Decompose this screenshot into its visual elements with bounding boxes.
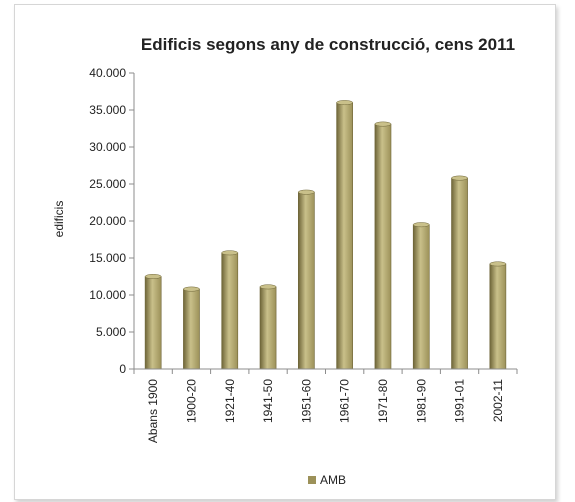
bar: [412, 224, 430, 370]
bar-top: [336, 100, 353, 106]
x-tick-label: 1900-20: [184, 379, 198, 423]
y-axis-ticks: 0 5.000 10.000 15.000 20.000 25.000 30.000 35.0…: [89, 66, 134, 376]
bar-top: [144, 274, 162, 279]
y-tick-label: 40.000: [89, 66, 126, 80]
x-tick-label: 1981-90: [414, 379, 428, 423]
y-tick-label: 30.000: [89, 140, 126, 154]
x-tick-label: 1991-01: [453, 379, 467, 423]
bar: [336, 102, 353, 370]
x-tick-label: 1951-60: [299, 379, 313, 423]
x-axis-ticks: Abans 1900 1900-20 1921-40 1941-50 1951-60 19…: [133, 369, 518, 443]
bar: [144, 276, 162, 370]
bar-top: [221, 250, 239, 256]
x-tick-label: 1971-80: [376, 379, 390, 423]
legend: AMB: [308, 473, 346, 487]
y-tick-label: 0: [119, 362, 126, 376]
bar: [374, 123, 392, 370]
bars: [144, 100, 507, 370]
bar: [183, 288, 200, 370]
y-tick-label: 15.000: [89, 251, 126, 265]
bar-chart: Edificis segons any de construcció, cens…: [52, 35, 518, 487]
bar-top: [183, 286, 200, 292]
bar-top: [259, 284, 277, 290]
x-tick-label: Abans 1900: [146, 379, 160, 443]
y-tick-label: 10.000: [89, 288, 126, 302]
legend-swatch-amb: [308, 476, 316, 484]
y-axis-label: edificis: [52, 201, 66, 238]
x-tick-label: 1941-50: [261, 379, 275, 423]
x-tick-label: 1921-40: [223, 379, 237, 423]
bar: [451, 177, 468, 370]
chart-frame: Edificis segons any de construcció, cens…: [14, 4, 556, 500]
bar-top: [412, 222, 430, 228]
y-tick-label: 5.000: [96, 325, 126, 339]
y-tick-label: 20.000: [89, 214, 126, 228]
bar: [221, 252, 239, 370]
bar-top: [451, 175, 468, 181]
bar-top: [374, 121, 392, 127]
x-tick-label: 2002-11: [491, 379, 505, 422]
legend-label-amb: AMB: [320, 473, 346, 487]
bar: [259, 286, 277, 370]
bar: [298, 191, 315, 370]
bar: [489, 263, 507, 370]
x-tick-label: 1961-70: [338, 379, 352, 423]
bar-top: [489, 261, 507, 267]
chart-title: Edificis segons any de construcció, cens…: [141, 35, 515, 54]
y-tick-label: 25.000: [89, 177, 126, 191]
bar-top: [298, 189, 315, 195]
y-tick-label: 35.000: [89, 103, 126, 117]
